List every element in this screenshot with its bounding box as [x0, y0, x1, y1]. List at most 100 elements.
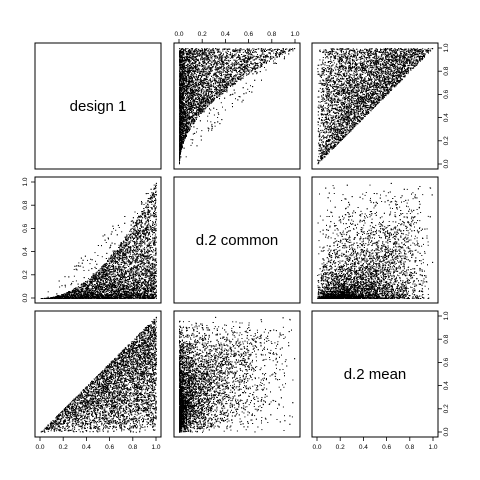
data-point — [218, 71, 220, 73]
data-point — [269, 48, 271, 50]
data-point — [193, 96, 195, 97]
data-point — [192, 48, 194, 49]
data-point — [219, 67, 221, 69]
data-point — [180, 134, 182, 135]
data-point — [198, 109, 199, 111]
data-point — [206, 74, 208, 76]
data-point — [214, 80, 216, 82]
data-point — [241, 68, 243, 70]
data-point — [203, 104, 205, 105]
data-point — [225, 89, 227, 91]
data-point — [201, 75, 203, 77]
data-point — [265, 69, 267, 71]
data-point — [270, 58, 272, 60]
data-point — [211, 55, 213, 57]
data-point — [245, 82, 247, 84]
data-point — [262, 55, 264, 57]
data-point — [236, 62, 238, 64]
data-point — [196, 80, 198, 82]
data-point — [220, 77, 221, 79]
data-point — [209, 55, 211, 57]
data-point — [192, 83, 194, 85]
data-point — [210, 99, 212, 101]
data-point — [235, 67, 237, 69]
data-point — [247, 69, 249, 71]
data-point — [268, 56, 269, 58]
data-point — [195, 49, 197, 51]
data-point — [265, 57, 267, 59]
data-point — [212, 52, 214, 54]
data-point — [216, 90, 218, 92]
data-point — [182, 79, 184, 80]
data-point — [213, 52, 215, 54]
data-point — [237, 56, 239, 57]
data-point — [214, 93, 216, 94]
data-point — [189, 49, 191, 51]
data-point — [179, 126, 181, 128]
data-point — [205, 67, 207, 69]
data-point — [180, 138, 182, 140]
data-point — [183, 64, 185, 66]
data-point — [200, 79, 202, 81]
data-point — [215, 61, 217, 63]
data-point — [230, 73, 232, 75]
data-point — [252, 59, 254, 61]
data-point — [288, 53, 290, 55]
data-point — [219, 59, 221, 61]
data-point — [197, 109, 199, 110]
data-point — [227, 59, 229, 61]
data-point — [214, 89, 215, 91]
data-point — [179, 92, 181, 94]
data-point — [217, 71, 219, 73]
data-point — [208, 60, 210, 62]
data-point — [215, 55, 217, 57]
data-point — [211, 69, 213, 71]
data-point — [184, 88, 186, 90]
data-point — [211, 127, 213, 129]
data-point — [204, 48, 206, 50]
data-point — [216, 77, 218, 79]
data-point — [254, 58, 256, 60]
data-point — [215, 72, 217, 74]
scatter-points — [179, 48, 296, 165]
data-point — [262, 60, 264, 62]
data-point — [215, 64, 217, 66]
data-point — [179, 50, 181, 52]
data-point — [187, 69, 189, 71]
data-point — [241, 67, 243, 69]
data-point — [227, 57, 229, 59]
data-point — [197, 99, 198, 100]
data-point — [184, 126, 186, 128]
data-point — [243, 66, 245, 67]
data-point — [234, 55, 236, 57]
data-point — [183, 104, 185, 106]
data-point — [186, 119, 188, 121]
data-point — [220, 93, 222, 95]
data-point — [186, 96, 188, 98]
data-point — [209, 71, 211, 72]
data-point — [292, 50, 294, 52]
data-point — [191, 83, 193, 85]
data-point — [203, 52, 205, 54]
data-point — [199, 68, 201, 70]
data-point — [225, 59, 227, 61]
data-point — [195, 79, 197, 81]
data-point — [199, 105, 200, 106]
data-point — [188, 101, 190, 103]
data-point — [225, 68, 227, 70]
data-point — [181, 136, 183, 137]
data-point — [189, 116, 191, 118]
data-point — [206, 48, 208, 50]
data-point — [234, 77, 236, 79]
data-point — [207, 97, 208, 99]
data-point — [216, 95, 218, 97]
data-point — [277, 48, 279, 50]
data-point — [234, 53, 236, 55]
data-point — [211, 86, 212, 88]
data-point — [238, 79, 240, 80]
data-point — [209, 71, 211, 73]
data-point — [222, 64, 224, 66]
data-point — [191, 69, 192, 71]
data-point — [215, 80, 217, 82]
data-point — [221, 85, 223, 87]
